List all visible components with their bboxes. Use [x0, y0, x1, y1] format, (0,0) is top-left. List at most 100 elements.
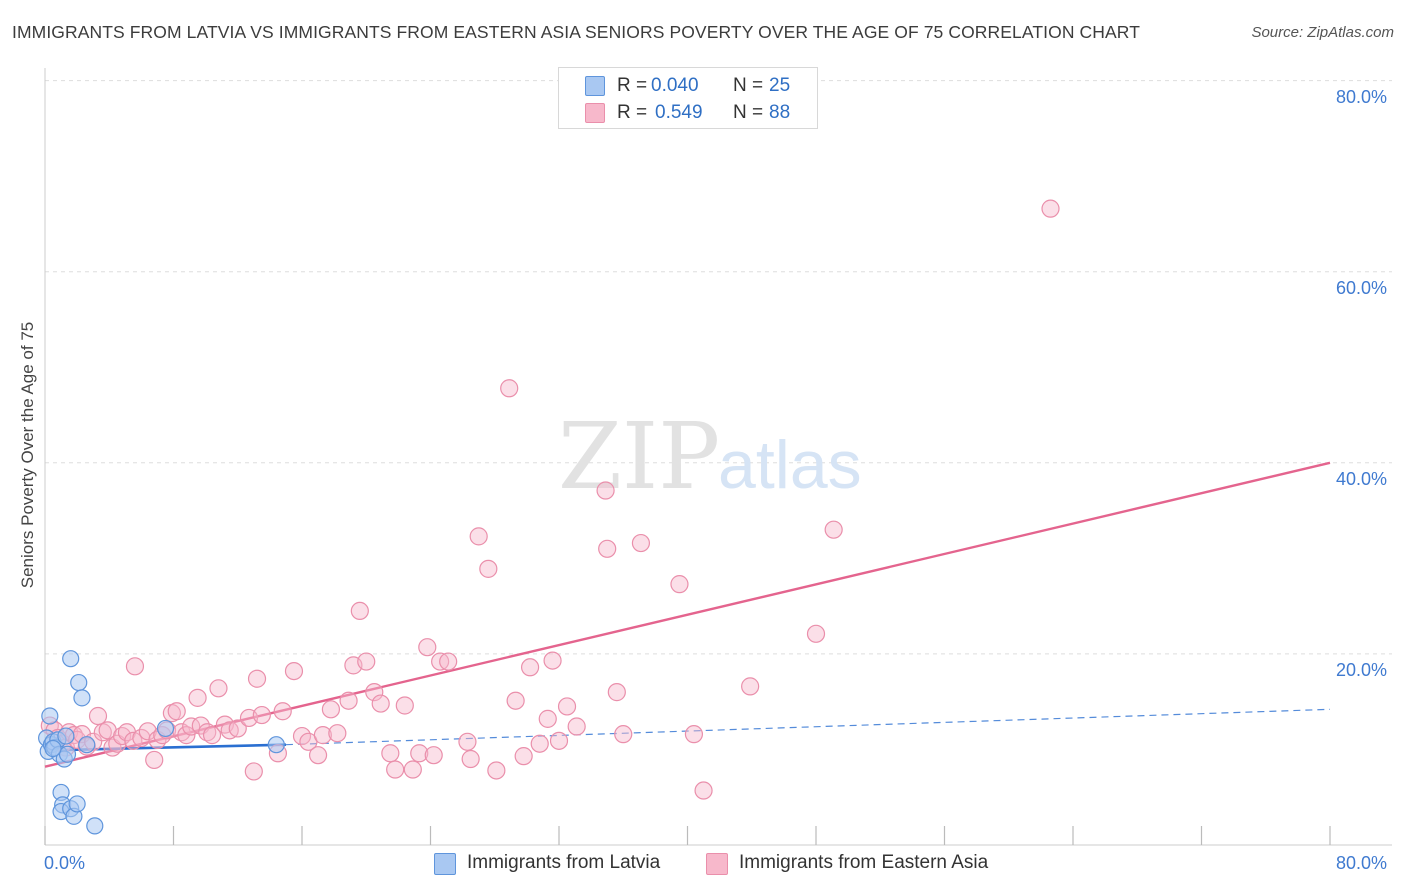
- data-point-latvia: [70, 673, 88, 692]
- data-point-eastern-asia: [202, 726, 222, 745]
- x-tick-label-min: 0.0%: [44, 853, 86, 873]
- data-point-eastern-asia: [321, 700, 341, 719]
- watermark-zip: ZIP: [558, 403, 720, 510]
- y-tick-label: 40.0%: [1336, 469, 1388, 489]
- data-point-latvia: [156, 719, 175, 738]
- data-point-eastern-asia: [614, 725, 633, 744]
- legend-n-label: N =: [733, 75, 764, 96]
- points-eastern-asia: [40, 199, 1060, 800]
- data-point-eastern-asia: [273, 702, 292, 721]
- data-point-eastern-asia: [741, 677, 760, 696]
- source-credit: Source: ZipAtlas.com: [1251, 24, 1394, 41]
- data-point-eastern-asia: [145, 750, 164, 770]
- data-point-eastern-asia: [487, 761, 506, 780]
- y-tick-label: 60.0%: [1336, 278, 1388, 298]
- data-point-eastern-asia: [182, 717, 201, 736]
- data-point-eastern-asia: [1041, 199, 1060, 218]
- data-point-latvia: [68, 795, 86, 813]
- data-point-eastern-asia: [381, 744, 400, 763]
- data-point-latvia: [41, 707, 59, 725]
- legend-swatch-eastern-asia: [585, 103, 605, 123]
- data-point-eastern-asia: [244, 762, 263, 781]
- axes-layer: [44, 68, 1392, 846]
- data-point-eastern-asia: [424, 746, 443, 765]
- data-point-eastern-asia: [88, 706, 108, 726]
- legend-n-value: 25: [769, 75, 791, 96]
- data-point-eastern-asia: [538, 709, 557, 728]
- legend-swatch-latvia: [585, 76, 605, 96]
- data-point-eastern-asia: [410, 744, 429, 763]
- data-point-latvia: [62, 650, 80, 668]
- data-point-eastern-asia: [461, 749, 480, 769]
- data-point-latvia: [44, 739, 62, 758]
- data-point-eastern-asia: [500, 379, 519, 398]
- data-point-eastern-asia: [598, 539, 617, 558]
- data-point-eastern-asia: [132, 728, 151, 748]
- stats-legend: R = 0.040 N = 25 R = 0.549 N = 88: [558, 67, 818, 129]
- data-point-eastern-asia: [567, 717, 586, 736]
- data-point-eastern-asia: [557, 697, 577, 716]
- data-point-eastern-asia: [479, 559, 498, 578]
- data-point-eastern-asia: [125, 657, 145, 676]
- data-point-eastern-asia: [607, 683, 626, 702]
- data-point-eastern-asia: [252, 705, 271, 725]
- data-point-eastern-asia: [365, 683, 384, 702]
- data-point-eastern-asia: [543, 651, 562, 670]
- legend-n-label: N =: [733, 102, 764, 123]
- data-point-eastern-asia: [313, 726, 332, 745]
- x-tick-label-max: 80.0%: [1336, 853, 1388, 873]
- data-point-eastern-asia: [670, 575, 689, 594]
- data-point-eastern-asia: [198, 723, 217, 742]
- data-point-eastern-asia: [631, 533, 651, 553]
- data-point-eastern-asia: [514, 747, 533, 766]
- legend-r-value: 0.040: [651, 75, 699, 96]
- legend-r-label: R =: [617, 75, 648, 96]
- data-point-eastern-asia: [418, 638, 437, 657]
- data-point-eastern-asia: [188, 688, 207, 707]
- data-point-eastern-asia: [228, 719, 247, 738]
- data-point-eastern-asia: [596, 481, 615, 500]
- data-point-eastern-asia: [357, 652, 376, 671]
- y-tick-label: 80.0%: [1336, 87, 1388, 107]
- data-point-eastern-asia: [469, 527, 488, 546]
- data-point-eastern-asia: [386, 760, 405, 779]
- data-point-eastern-asia: [530, 734, 549, 753]
- points-latvia: [38, 650, 285, 835]
- chart-title: IMMIGRANTS FROM LATVIA VS IMMIGRANTS FRO…: [12, 22, 1140, 42]
- data-point-eastern-asia: [308, 746, 328, 765]
- data-point-eastern-asia: [806, 624, 826, 643]
- data-point-eastern-asia: [439, 652, 458, 671]
- legend-r-value: 0.549: [655, 102, 703, 123]
- bottom-legend-label-latvia: Immigrants from Latvia: [467, 852, 661, 873]
- grid-layer: [45, 80, 1392, 655]
- y-axis-label: Seniors Poverty Over the Age of 75: [18, 321, 37, 589]
- data-point-eastern-asia: [167, 702, 186, 721]
- data-point-eastern-asia: [339, 691, 358, 710]
- data-point-eastern-asia: [328, 724, 347, 743]
- data-point-eastern-asia: [209, 679, 228, 698]
- data-point-eastern-asia: [395, 696, 414, 715]
- data-point-latvia: [73, 689, 91, 707]
- data-point-latvia: [57, 727, 75, 745]
- data-point-eastern-asia: [371, 694, 390, 713]
- bottom-legend-label-eastern-asia: Immigrants from Eastern Asia: [739, 852, 989, 873]
- data-point-latvia: [58, 745, 77, 763]
- data-point-latvia: [78, 736, 96, 754]
- data-point-latvia: [267, 736, 285, 754]
- trend-line-latvia-dashed: [285, 708, 1331, 746]
- data-point-eastern-asia: [350, 601, 369, 621]
- data-point-eastern-asia: [177, 726, 196, 745]
- watermark-atlas: atlas: [718, 427, 862, 503]
- legend-r-label: R =: [617, 102, 648, 123]
- data-point-eastern-asia: [506, 691, 525, 710]
- data-point-eastern-asia: [247, 669, 267, 688]
- data-point-eastern-asia: [694, 781, 713, 800]
- data-point-eastern-asia: [458, 732, 477, 751]
- data-point-eastern-asia: [284, 661, 304, 681]
- y-tick-label: 20.0%: [1336, 660, 1388, 680]
- data-point-eastern-asia: [549, 731, 569, 750]
- watermark: ZIP atlas: [558, 403, 862, 510]
- data-point-latvia: [86, 817, 104, 835]
- bottom-legend-swatch-eastern-asia: [706, 853, 728, 875]
